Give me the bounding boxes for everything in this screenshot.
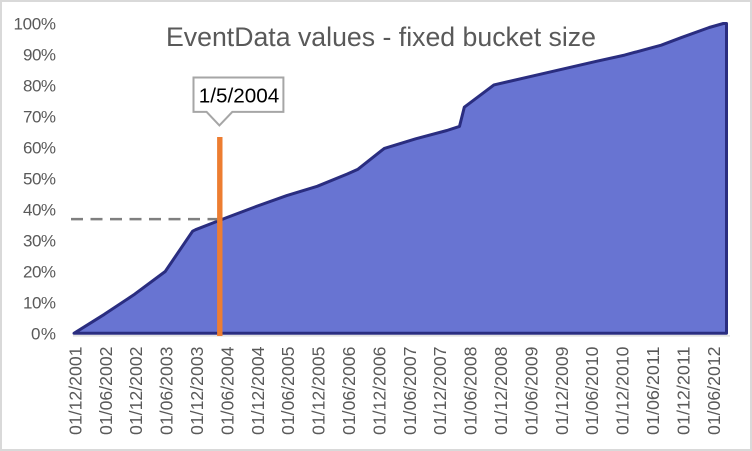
svg-text:01/12/2006: 01/12/2006 [369, 347, 389, 436]
svg-text:01/06/2012: 01/06/2012 [704, 347, 724, 436]
svg-text:20%: 20% [23, 263, 56, 282]
svg-text:01/06/2011: 01/06/2011 [643, 347, 663, 436]
svg-text:01/12/2003: 01/12/2003 [187, 347, 207, 436]
svg-text:01/06/2002: 01/06/2002 [96, 347, 116, 436]
svg-text:01/06/2006: 01/06/2006 [339, 347, 359, 436]
svg-text:01/06/2004: 01/06/2004 [217, 346, 237, 435]
svg-text:01/06/2005: 01/06/2005 [278, 347, 298, 436]
svg-text:01/06/2010: 01/06/2010 [582, 346, 602, 435]
svg-text:01/12/2005: 01/12/2005 [309, 347, 329, 436]
svg-text:80%: 80% [23, 77, 56, 96]
svg-text:01/06/2008: 01/06/2008 [461, 347, 481, 436]
svg-text:70%: 70% [23, 108, 56, 127]
svg-text:60%: 60% [23, 139, 56, 158]
svg-text:01/12/2001: 01/12/2001 [65, 347, 85, 436]
svg-text:EventData values - fixed bucke: EventData values - fixed bucket size [166, 22, 596, 52]
svg-text:1/5/2004: 1/5/2004 [199, 86, 280, 108]
svg-text:40%: 40% [23, 201, 56, 220]
svg-text:0%: 0% [31, 325, 56, 344]
svg-text:10%: 10% [23, 294, 56, 313]
svg-text:01/12/2011: 01/12/2011 [673, 347, 693, 436]
svg-text:01/12/2009: 01/12/2009 [552, 347, 572, 436]
svg-text:01/12/2010: 01/12/2010 [613, 346, 633, 435]
svg-text:01/12/2002: 01/12/2002 [126, 347, 146, 436]
svg-text:01/12/2007: 01/12/2007 [430, 347, 450, 436]
svg-text:01/12/2004: 01/12/2004 [248, 346, 268, 435]
svg-text:90%: 90% [23, 46, 56, 65]
svg-text:01/06/2003: 01/06/2003 [157, 347, 177, 436]
svg-text:50%: 50% [23, 170, 56, 189]
svg-text:01/06/2009: 01/06/2009 [521, 347, 541, 436]
svg-text:01/06/2007: 01/06/2007 [400, 347, 420, 436]
svg-text:01/12/2008: 01/12/2008 [491, 347, 511, 436]
svg-text:100%: 100% [14, 15, 57, 34]
svg-text:30%: 30% [23, 232, 56, 251]
